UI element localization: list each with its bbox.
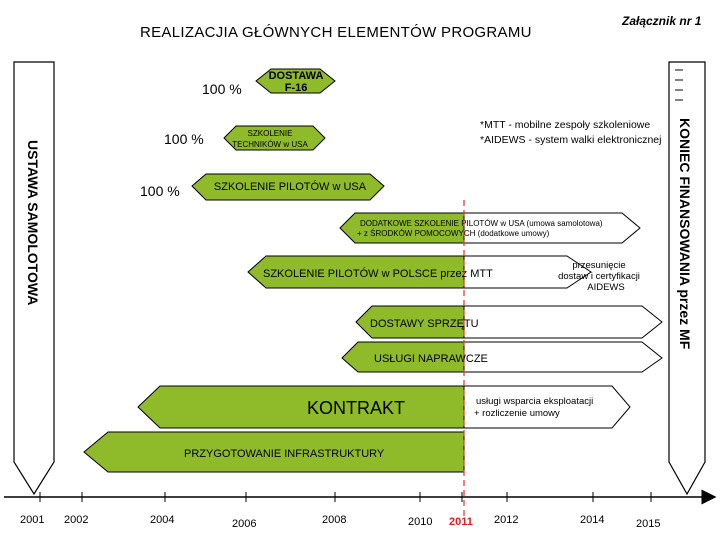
year-label-2012: 2012 (494, 514, 518, 526)
bar-pilotow-usa-label: SZKOLENIE PILOTÓW w USA (214, 180, 367, 193)
uslugi-wsparcia-line1: usługi wsparcia eksploatacji (476, 396, 593, 407)
bar-uslugi-label: USŁUGI NAPRAWCZE (374, 353, 488, 365)
year-label-2002: 2002 (64, 514, 88, 526)
right-vertical-arrow: KONIEC FINANSOWANIA przez MF (668, 61, 706, 496)
bar-szkolenie-pilotow-usa: SZKOLENIE PILOTÓW w USA (191, 173, 385, 201)
bar-infrastruktura: PRZYGOTOWANIE INFRASTRUKTURY (83, 431, 465, 473)
bar-szkolenie-polska: SZKOLENIE PILOTÓW w POLSCE przez MTT prz… (247, 255, 640, 293)
left-vertical-arrow: USTAWA SAMOLOTOWA (13, 61, 55, 496)
bar-polska-label: SZKOLENIE PILOTÓW w POLSCE przez MTT (263, 267, 493, 280)
bar-dostawy-sprzetu: DOSTAWY SPRZĘTU (355, 305, 663, 339)
bar-dostawa-line1: DOSTAWA (269, 70, 324, 82)
year-label-2014: 2014 (580, 514, 604, 526)
year-label-2006: 2006 (232, 518, 256, 530)
uslugi-wsparcia-line2: + rozliczenie umowy (474, 408, 560, 419)
bar-kontrakt: KONTRAKT usługi wsparcia eksploatacji + … (137, 385, 631, 429)
year-label-2008: 2008 (322, 514, 346, 526)
page-title: REALIZACJIA GŁÓWNYCH ELEMENTÓW PROGRAMU (140, 24, 532, 41)
year-label-2004: 2004 (150, 514, 174, 526)
note-aidews: *AIDEWS - system walki elektronicznej (480, 134, 662, 146)
przesuniecie-line1: przesunięcie (572, 260, 625, 271)
percent-szkolenie-technikow: 100 % (164, 131, 204, 147)
left-arrow-label: USTAWA SAMOLOTOWA (25, 140, 41, 305)
year-label-2010: 2010 (408, 516, 432, 528)
abbreviation-notes: *MTT - mobilne zespoły szkoleniowe *AIDE… (480, 118, 661, 148)
bar-kontrakt-label: KONTRAKT (307, 398, 405, 418)
bar-technikow-line2: TECHNIKÓW w USA (232, 140, 308, 149)
bar-infrastruktura-label: PRZYGOTOWANIE INFRASTRUKTURY (184, 448, 385, 460)
bar-dostawa-f16: DOSTAWA F-16 (255, 68, 336, 94)
annex-label: Załącznik nr 1 (622, 14, 702, 28)
year-label-2011: 2011 (449, 516, 473, 528)
bar-dodatkowe-szkolenie: DODATKOWE SZKOLENIE PILOTÓW w USA (umowa… (339, 212, 641, 244)
percent-szkolenie-pilotow: 100 % (140, 183, 180, 199)
bar-dodatkowe-line2: + z ŚRODKÓW POMOCOWYCH (dodatkowe umowy) (357, 229, 550, 238)
year-label-2001: 2001 (20, 514, 44, 526)
timeline-axis: 2001 2002 2004 2006 2008 2010 2011 2012 … (4, 489, 717, 530)
note-mtt: *MTT - mobilne zespoły szkoleniowe (480, 119, 651, 131)
przesuniecie-line2: dostaw i certyfikacji (558, 271, 640, 282)
bar-dodatkowe-line1: DODATKOWE SZKOLENIE PILOTÓW w USA (umowa… (360, 219, 603, 228)
bar-dostawa-line2: F-16 (285, 82, 308, 94)
percent-dostawa: 100 % (202, 81, 242, 97)
przesuniecie-line3: AIDEWS (587, 282, 624, 293)
year-label-2015: 2015 (636, 518, 660, 530)
bar-uslugi-naprawcze: USŁUGI NAPRAWCZE (341, 341, 663, 373)
right-arrow-label: KONIEC FINANSOWANIA przez MF (677, 118, 693, 350)
bar-technikow-line1: SZKOLENIE (248, 129, 293, 138)
bar-szkolenie-technikow: SZKOLENIE TECHNIKÓW w USA (223, 125, 326, 151)
bar-dostawy-label: DOSTAWY SPRZĘTU (370, 318, 479, 330)
